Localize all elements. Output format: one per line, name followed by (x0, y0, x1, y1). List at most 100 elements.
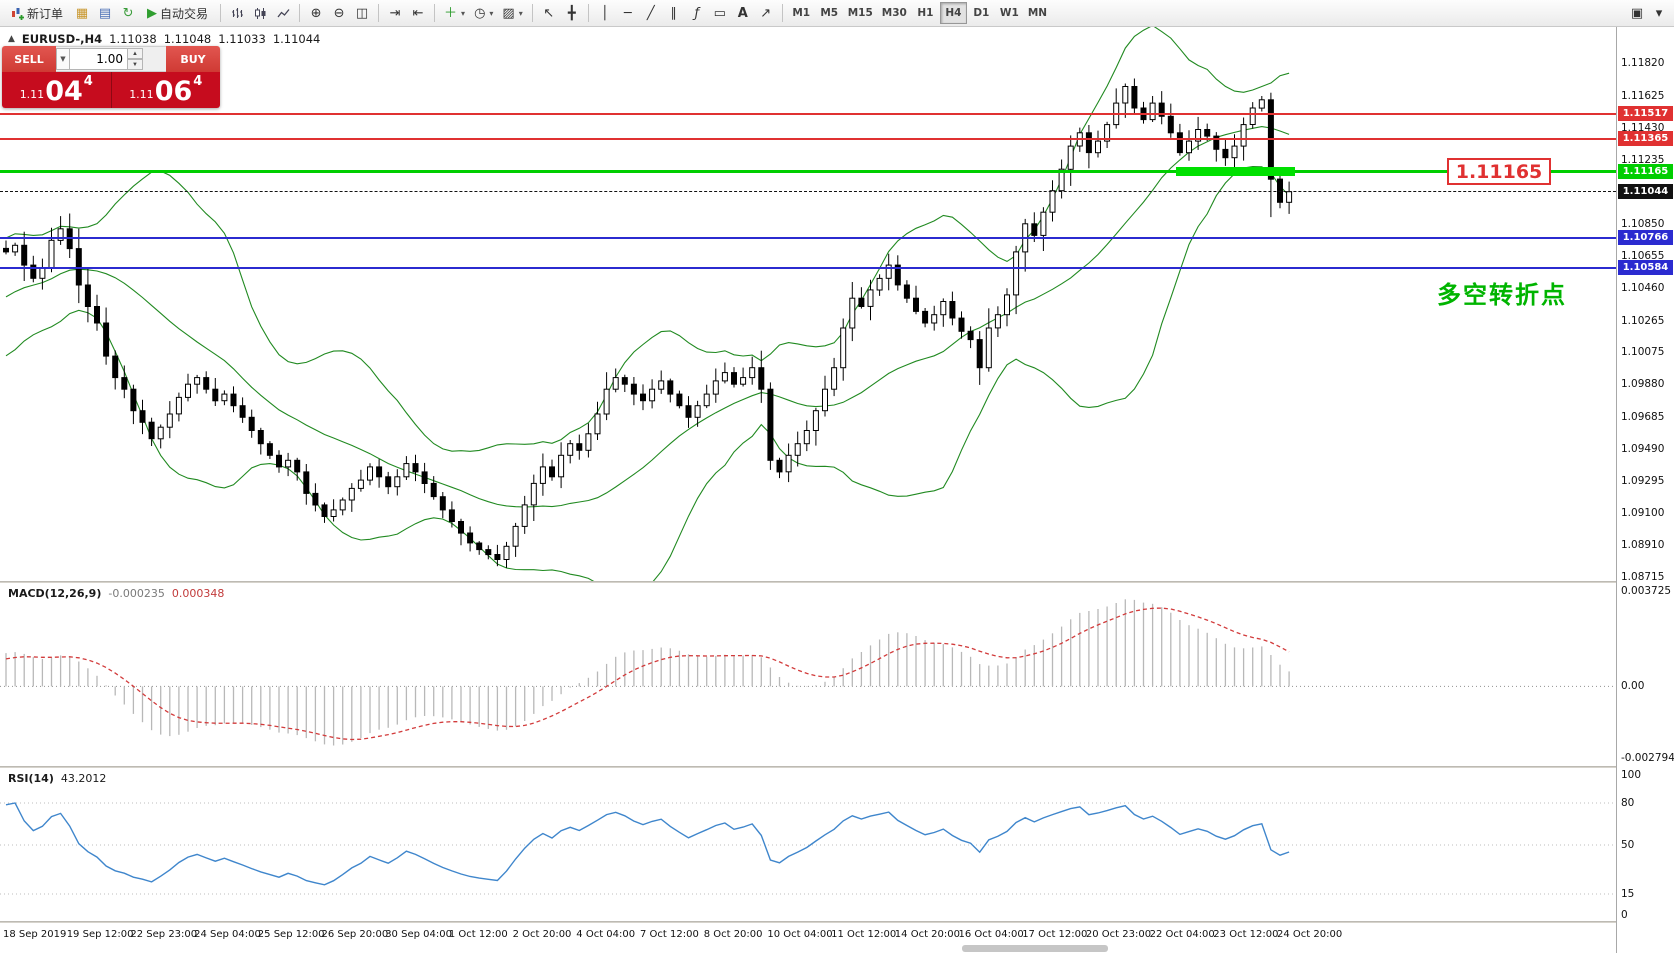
price-axis-tick: 1.11235 (1621, 154, 1665, 167)
horizontal-scrollbar-thumb[interactable] (962, 945, 1108, 952)
zoom-out-button[interactable]: ⊖ (328, 2, 350, 24)
timeframe-m5-button[interactable]: M5 (816, 2, 843, 24)
zoom-out-icon: ⊖ (333, 5, 345, 21)
time-axis-tick: 24 Sep 04:00 (194, 929, 261, 940)
time-axis-tick: 22 Oct 04:00 (1149, 929, 1215, 940)
templates-button[interactable]: ▨ ▾ (498, 2, 526, 24)
rsi-panel-canvas[interactable] (0, 768, 1616, 921)
chart-line-button[interactable] (272, 2, 294, 24)
shapes-tool-button[interactable]: ▭ (709, 2, 731, 24)
price-axis-tick: 1.10655 (1621, 250, 1665, 262)
panel-splitter-rsi-bottom[interactable] (0, 921, 1674, 923)
time-axis-tick: 18 Sep 2019 (3, 929, 67, 940)
new-chart-window-button[interactable]: ▣ (1626, 2, 1648, 24)
ohlc-close: 1.11044 (272, 32, 321, 46)
buy-price-small: 1.11 (129, 88, 154, 101)
text-tool-button[interactable]: A (732, 2, 754, 24)
navigator-icon: ↻ (122, 5, 134, 21)
time-axis-tick: 4 Oct 04:00 (576, 929, 636, 940)
timeframe-m30-button[interactable]: M30 (878, 2, 911, 24)
timeframe-w1-button[interactable]: W1 (996, 2, 1023, 24)
time-axis[interactable]: 18 Sep 2019 19 Sep 12:00 22 Sep 23:00 24 Se… (0, 923, 1616, 953)
market-watch-button[interactable]: ▦ (71, 2, 93, 24)
autotrading-button[interactable]: ▶ 自动交易 (140, 2, 215, 24)
autotrading-label: 自动交易 (160, 6, 209, 21)
zoom-in-icon: ⊕ (310, 5, 322, 21)
price-axis-tick: 1.09685 (1621, 410, 1665, 423)
price-axis-tick: 1.11625 (1621, 89, 1665, 102)
sell-price-display[interactable]: 1.11 04 4 (2, 72, 112, 108)
volume-decrease-button[interactable]: ▼ (128, 59, 143, 70)
toolbar-separator (220, 4, 222, 22)
macd-title: MACD(12,26,9) (8, 587, 102, 600)
timeframe-h4-button[interactable]: H4 (939, 2, 967, 24)
new-order-icon (12, 7, 24, 20)
main-chart-canvas[interactable] (0, 27, 1616, 581)
timeframe-mn-button[interactable]: MN (1024, 2, 1051, 24)
timeframe-h1-button[interactable]: H1 (912, 2, 939, 24)
crosshair-button[interactable]: ╋ (561, 2, 583, 24)
indicators-button[interactable]: ＋ ▾ (440, 2, 469, 24)
rsi-axis-tick: 15 (1621, 888, 1635, 900)
time-axis-tick: 10 Oct 04:00 (767, 929, 833, 940)
panel-splitter-main-macd[interactable] (0, 581, 1674, 583)
timeframe-m15-button[interactable]: M15 (844, 2, 877, 24)
timeframe-d1-button[interactable]: D1 (968, 2, 995, 24)
price-axis-tick: 1.11820 (1621, 57, 1665, 70)
macd-panel-canvas[interactable] (0, 583, 1616, 766)
vertical-line-icon: │ (600, 5, 609, 21)
arrow-tool-icon: ↗ (760, 5, 772, 21)
arrows-tool-button[interactable]: ↗ (755, 2, 777, 24)
macd-main-value: -0.000235 (108, 587, 165, 600)
symbol-period-label: EURUSD-,H4 (21, 32, 103, 46)
price-axis[interactable]: 1.11517 1.11365 1.11165 1.11044 1.10766 1.105… (1616, 27, 1674, 953)
volume-input[interactable] (70, 48, 128, 70)
rsi-title: RSI(14) (8, 772, 54, 785)
periods-button[interactable]: ◷ ▾ (470, 2, 497, 24)
horizontal-line-tool-button[interactable]: ─ (617, 2, 639, 24)
one-click-trading-panel: SELL ▼ ▲ ▼ BUY 1.11 04 4 1.11 06 4 (2, 46, 220, 108)
price-axis-tick: 1.08715 (1621, 570, 1665, 583)
price-callout-label[interactable]: 1.11165 (1447, 158, 1551, 186)
macd-header: MACD(12,26,9) -0.000235 0.000348 (8, 587, 224, 600)
time-axis-tick: 7 Oct 12:00 (640, 929, 699, 940)
volume-dropdown-icon[interactable]: ▼ (56, 48, 70, 70)
panel-splitter-macd-rsi[interactable] (0, 766, 1674, 768)
chinese-note-label[interactable]: 多空转折点 (1437, 281, 1567, 309)
timeframe-group: M1 M5 M15 M30 H1 H4 D1 W1 MN (788, 2, 1051, 24)
cursor-icon: ↖ (543, 5, 555, 21)
auto-scroll-button[interactable]: ⇥ (384, 2, 406, 24)
window-list-button[interactable]: ▾ (1648, 2, 1670, 24)
vertical-line-tool-button[interactable]: │ (594, 2, 616, 24)
toolbar-separator (299, 4, 301, 22)
price-axis-tick: 1.08910 (1621, 538, 1665, 551)
navigator-button[interactable]: ↻ (117, 2, 139, 24)
tile-windows-icon: ◫ (355, 5, 369, 21)
buy-button[interactable]: BUY (166, 46, 220, 72)
sell-button[interactable]: SELL (2, 46, 56, 72)
trade-panel-collapse-icon[interactable]: ▲ (8, 34, 15, 44)
tile-windows-button[interactable]: ◫ (351, 2, 373, 24)
trendline-tool-button[interactable]: ╱ (640, 2, 662, 24)
market-watch-icon: ▦ (75, 5, 89, 21)
volume-increase-button[interactable]: ▲ (128, 48, 143, 59)
fibonacci-tool-button[interactable]: ƒ (686, 2, 708, 24)
green-highlight-rectangle[interactable] (1175, 167, 1296, 177)
zoom-in-button[interactable]: ⊕ (305, 2, 327, 24)
cursor-button[interactable]: ↖ (538, 2, 560, 24)
chart-candles-button[interactable] (249, 2, 271, 24)
rsi-axis-tick: 0 (1621, 909, 1628, 921)
sell-price-sup: 4 (83, 74, 93, 89)
channel-tool-button[interactable]: ∥ (663, 2, 685, 24)
time-axis-tick: 17 Oct 12:00 (1022, 929, 1088, 940)
chart-shift-icon: ⇤ (412, 5, 424, 21)
autotrading-play-icon: ▶ (147, 5, 158, 21)
text-tool-icon: A (737, 5, 748, 21)
chart-bars-button[interactable] (226, 2, 248, 24)
new-chart-window-icon: ▣ (1630, 5, 1644, 21)
timeframe-m1-button[interactable]: M1 (788, 2, 815, 24)
data-window-button[interactable]: ▤ (94, 2, 116, 24)
buy-price-display[interactable]: 1.11 06 4 (112, 72, 221, 108)
new-order-button[interactable]: 新订单 (4, 2, 70, 24)
chart-shift-button[interactable]: ⇤ (407, 2, 429, 24)
